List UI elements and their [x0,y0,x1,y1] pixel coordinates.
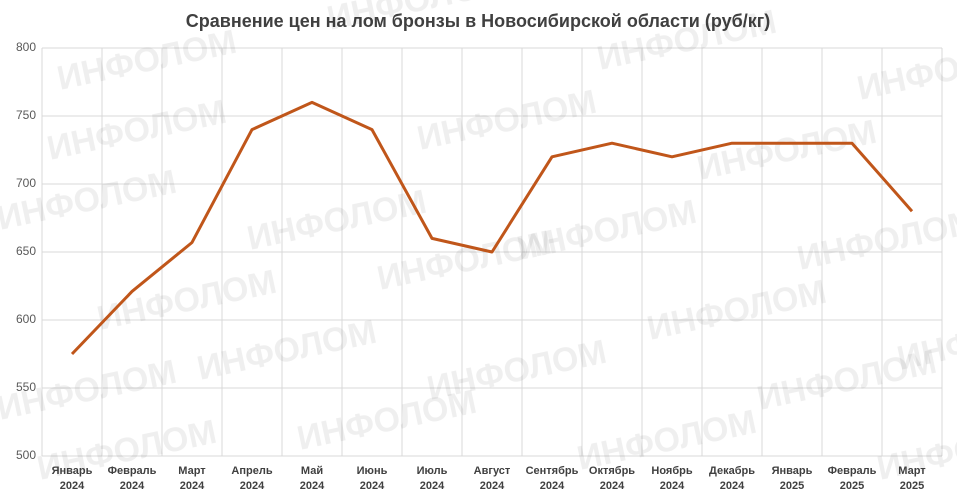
x-tick-label: Сентябрь 2024 [526,465,579,492]
y-tick-label: 500 [16,448,36,462]
watermark: ИНФОЛОМ [414,83,600,158]
x-tick-label: Январь 2025 [772,465,813,492]
x-tick-label: Июнь 2024 [357,465,388,492]
watermark: ИНФОЛОМ [0,353,180,428]
watermark: ИНФОЛОМ [694,113,880,188]
x-tick-label: Февраль 2024 [108,465,157,492]
x-tick-label: Август 2024 [474,465,511,492]
watermark: ИНФОЛОМ [794,203,957,278]
x-tick-label: Декабрь 2024 [709,465,755,492]
watermark: ИНФОЛОМ [0,163,180,238]
watermark: ИНФОЛОМ [44,93,230,168]
x-tick-label: Ноябрь 2024 [651,465,692,492]
watermark: ИНФОЛОМ [754,343,940,418]
x-tick-label: Май 2024 [300,465,325,492]
x-tick-label: Март 2025 [898,465,926,492]
y-tick-label: 750 [16,108,36,122]
watermark: ИНФОЛОМ [54,23,240,98]
y-tick-label: 700 [16,176,36,190]
chart-title: Сравнение цен на лом бронзы в Новосибирс… [186,11,770,31]
watermark: ИНФОЛОМ [644,273,830,348]
y-tick-label: 650 [16,244,36,258]
x-tick-label: Февраль 2025 [828,465,877,492]
y-tick-label: 550 [16,380,36,394]
y-tick-label: 800 [16,40,36,54]
x-tick-label: Июль 2024 [417,465,448,492]
x-tick-label: Март 2024 [178,465,206,492]
x-tick-label: Апрель 2024 [231,465,272,492]
x-tick-label: Январь 2024 [52,465,93,492]
x-tick-label: Октябрь 2024 [589,465,635,492]
line-series [70,100,914,356]
watermark: ИНФОЛОМ [294,383,480,458]
y-tick-label: 600 [16,312,36,326]
